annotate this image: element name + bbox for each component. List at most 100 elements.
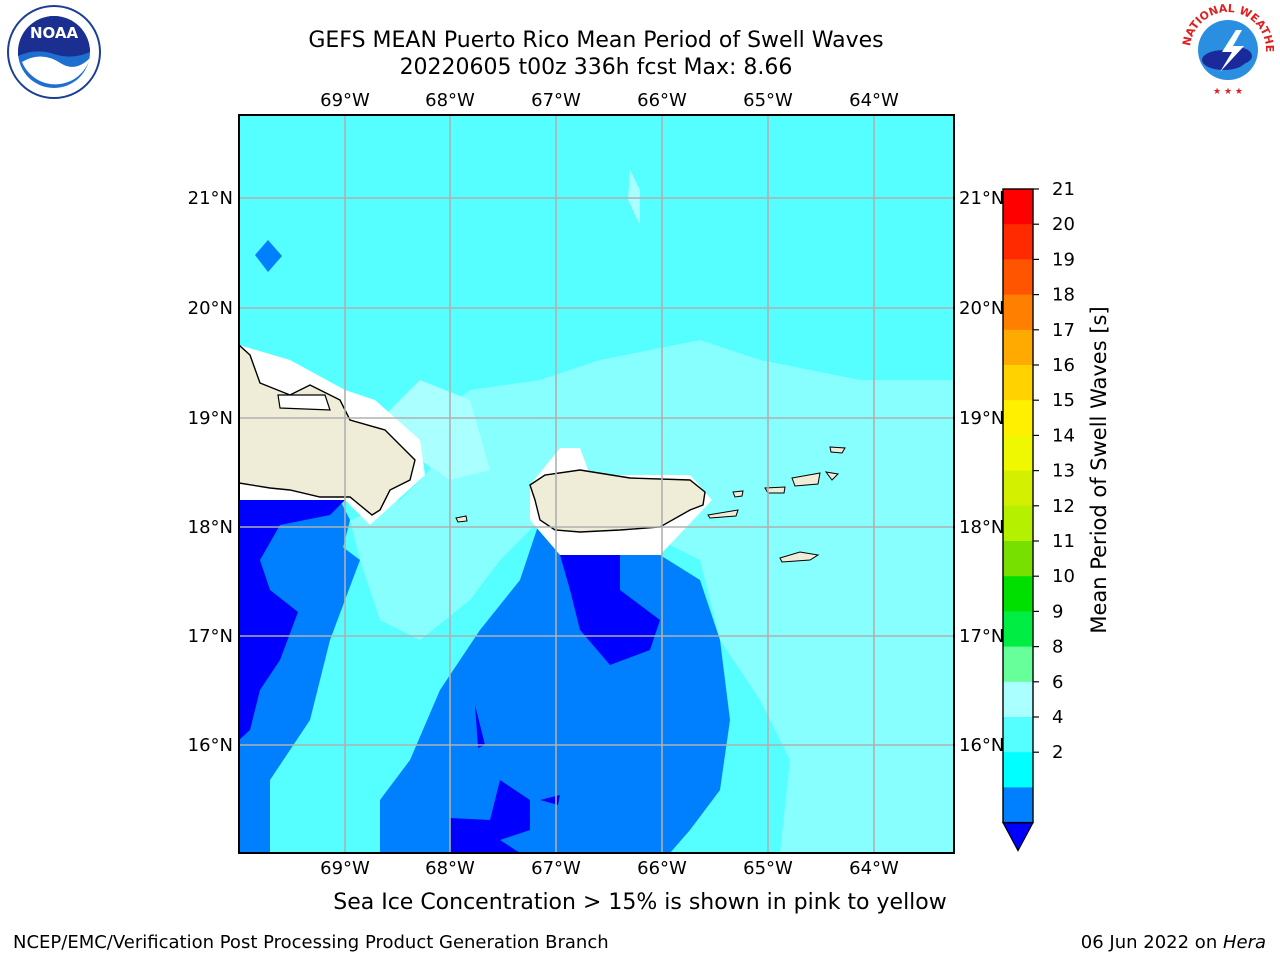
colorbar-segment bbox=[1003, 400, 1033, 436]
colorbar-tick-label: 21 bbox=[1052, 179, 1075, 200]
lat-label: 16°N bbox=[959, 735, 1004, 756]
colorbar-segment bbox=[1003, 294, 1033, 331]
land-anegada bbox=[829, 446, 846, 454]
noaa-logo-text: NOAA bbox=[30, 24, 79, 42]
lon-label: 64°W bbox=[849, 858, 899, 879]
land-vieques bbox=[707, 509, 739, 519]
lat-label: 21°N bbox=[959, 188, 1004, 209]
colorbar-segment bbox=[1003, 576, 1033, 612]
lat-labels-right: 21°N 20°N 19°N 18°N 17°N 16°N bbox=[959, 188, 1004, 756]
lon-label: 66°W bbox=[637, 858, 687, 879]
lon-label: 66°W bbox=[637, 90, 687, 111]
colorbar-tick-label: 4 bbox=[1052, 707, 1063, 728]
colorbar-segment bbox=[1003, 681, 1033, 718]
colorbar-segment bbox=[1003, 365, 1033, 401]
colorbar-segment bbox=[1003, 505, 1033, 542]
title-line-1: GEFS MEAN Puerto Rico Mean Period of Swe… bbox=[308, 28, 884, 53]
map-frame bbox=[238, 114, 955, 854]
colorbar-tick-label: 12 bbox=[1052, 496, 1075, 517]
land-culebra bbox=[732, 490, 744, 498]
colorbar-tick-label: 17 bbox=[1052, 320, 1075, 341]
colorbar-segment bbox=[1003, 611, 1033, 648]
lon-label: 65°W bbox=[743, 858, 793, 879]
lat-label: 18°N bbox=[959, 517, 1004, 538]
colorbar-tick-label: 2 bbox=[1052, 742, 1063, 763]
colorbar-tick-label: 6 bbox=[1052, 672, 1063, 693]
contour-0-2-south bbox=[560, 555, 660, 665]
colorbar-tick-label: 19 bbox=[1052, 249, 1075, 270]
contour-0-2-far-south bbox=[450, 780, 530, 853]
colorbar-label: Mean Period of Swell Waves [s] bbox=[1087, 306, 1111, 633]
colorbar-tick-label: 14 bbox=[1052, 425, 1075, 446]
colorbar-extend-arrow bbox=[1001, 821, 1035, 852]
lon-label: 64°W bbox=[849, 90, 899, 111]
lon-label: 69°W bbox=[320, 858, 370, 879]
footer-host: Hera bbox=[1222, 932, 1266, 953]
lon-label: 68°W bbox=[425, 90, 475, 111]
colorbar-tick-label: 13 bbox=[1052, 461, 1075, 482]
sea-ice-note: Sea Ice Concentration > 15% is shown in … bbox=[333, 890, 947, 915]
colorbar-tick-label: 18 bbox=[1052, 285, 1075, 306]
coast-samana bbox=[277, 394, 331, 411]
nws-logo-stars: ★ ★ ★ bbox=[1213, 87, 1243, 97]
nws-logo: NATIONAL WEATHER SERVICE ★ ★ ★ bbox=[1178, 0, 1276, 97]
lon-label: 69°W bbox=[320, 90, 370, 111]
land-st-croix bbox=[779, 551, 820, 563]
contour-0-2-dot bbox=[540, 795, 560, 805]
footer-credit: NCEP/EMC/Verification Post Processing Pr… bbox=[13, 932, 609, 953]
lat-label: 20°N bbox=[959, 298, 1004, 319]
contour-0-2-spot bbox=[475, 705, 485, 748]
lat-label: 19°N bbox=[188, 408, 233, 429]
colorbar-tick-label: 8 bbox=[1052, 637, 1063, 658]
lon-label: 67°W bbox=[531, 858, 581, 879]
colorbar-segment bbox=[1003, 646, 1033, 683]
colorbar-segment bbox=[1003, 224, 1033, 260]
noaa-logo: NOAA bbox=[7, 5, 101, 99]
lat-labels-left: 21°N 20°N 19°N 18°N 17°N 16°N bbox=[188, 188, 233, 756]
contour-0-2-west bbox=[239, 500, 345, 740]
colorbar-tick-label: 20 bbox=[1052, 214, 1075, 235]
lon-label: 67°W bbox=[531, 90, 581, 111]
colorbar-tick-label: 9 bbox=[1052, 601, 1063, 622]
contour-6-8 bbox=[350, 340, 954, 853]
contour-2-4-north bbox=[255, 240, 282, 272]
lat-label: 21°N bbox=[188, 188, 233, 209]
lat-label: 17°N bbox=[188, 626, 233, 647]
colorbar-segment bbox=[1003, 787, 1033, 824]
colorbar-segment bbox=[1003, 189, 1033, 225]
contour-2-4-south bbox=[380, 520, 730, 853]
colorbar-segment bbox=[1003, 259, 1033, 296]
colorbar-tick-label: 11 bbox=[1052, 531, 1075, 552]
lat-label: 17°N bbox=[959, 626, 1004, 647]
colorbar-segment bbox=[1003, 752, 1033, 788]
colorbar-segment bbox=[1003, 541, 1033, 577]
land-tortola bbox=[791, 472, 821, 487]
colorbar-segment bbox=[1003, 717, 1033, 753]
contour-fill bbox=[239, 115, 954, 853]
colorbar-segment bbox=[1003, 470, 1033, 507]
lat-label: 19°N bbox=[959, 408, 1004, 429]
footer-date-text: 06 Jun 2022 on bbox=[1080, 932, 1223, 953]
land-hispaniola bbox=[239, 344, 416, 516]
title-line-2: 20220605 t00z 336h fcst Max: 8.66 bbox=[399, 55, 793, 80]
land-mona bbox=[455, 515, 468, 523]
gridlines bbox=[239, 115, 954, 853]
colorbar-segment bbox=[1003, 435, 1033, 472]
colorbar-tick-label: 15 bbox=[1052, 390, 1075, 411]
land-st-thomas bbox=[764, 486, 786, 494]
lon-labels-bottom: 69°W 68°W 67°W 66°W 65°W 64°W bbox=[320, 858, 899, 879]
colorbar-tick-label: 16 bbox=[1052, 355, 1075, 376]
contour-8-9 bbox=[380, 380, 490, 480]
lat-label: 18°N bbox=[188, 517, 233, 538]
colorbar: 21 20 19 18 17 16 15 14 13 12 11 10 9 8 6 4 2 bbox=[1001, 179, 1075, 852]
colorbar-segment bbox=[1003, 329, 1033, 366]
lon-label: 68°W bbox=[425, 858, 475, 879]
lat-label: 16°N bbox=[188, 735, 233, 756]
footer-date: 06 Jun 2022 on Hera bbox=[1081, 932, 1266, 953]
lat-label: 20°N bbox=[188, 298, 233, 319]
colorbar-tick-label: 10 bbox=[1052, 566, 1075, 587]
land-virgin-gorda bbox=[824, 471, 840, 481]
lon-label: 65°W bbox=[743, 90, 793, 111]
lon-labels-top: 69°W 68°W 67°W 66°W 65°W 64°W bbox=[320, 90, 899, 111]
